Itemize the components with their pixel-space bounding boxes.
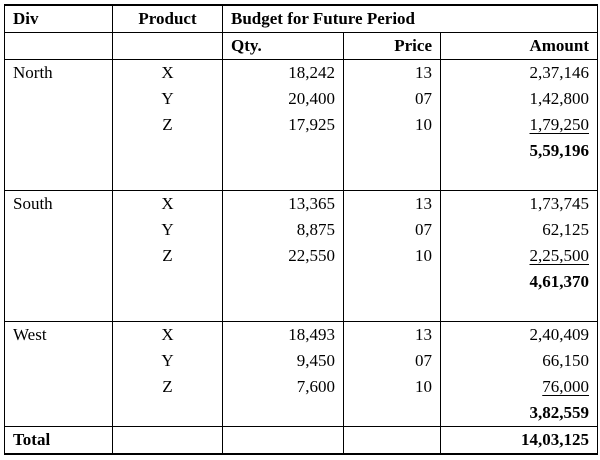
subheader-row: Qty. Price Amount	[4, 32, 598, 60]
subheader-empty-div	[4, 32, 113, 60]
product-cell: Z	[112, 374, 223, 400]
qty-cell: 18,493	[222, 321, 344, 348]
price-cell: 07	[343, 348, 441, 374]
qty-cell: 7,600	[222, 374, 344, 400]
qty-cell: 18,242	[222, 59, 344, 86]
subtotal-amount: 3,82,559	[440, 400, 598, 427]
header-row: Div Product Budget for Future Period	[4, 4, 598, 33]
table-row: North X 18,242 13 2,37,146	[4, 59, 598, 86]
price-cell: 13	[343, 59, 441, 86]
header-qty: Qty.	[222, 32, 344, 60]
amount-cell: 1,79,250	[529, 115, 590, 134]
product-cell: Z	[112, 243, 223, 269]
table-row: Z 17,925 10 1,79,250	[4, 112, 598, 138]
amount-cell: 66,150	[440, 348, 598, 374]
subtotal-amount: 4,61,370	[440, 269, 598, 295]
table-row: South X 13,365 13 1,73,745	[4, 190, 598, 217]
amount-cell: 2,40,409	[440, 321, 598, 348]
amount-cell: 2,37,146	[440, 59, 598, 86]
product-cell: Z	[112, 112, 223, 138]
product-cell: Y	[112, 348, 223, 374]
amount-cell: 1,73,745	[440, 190, 598, 217]
table-row: Y 20,400 07 1,42,800	[4, 86, 598, 112]
division-name: North	[4, 59, 113, 86]
price-cell: 13	[343, 190, 441, 217]
header-budget: Budget for Future Period	[222, 4, 598, 33]
header-amount: Amount	[440, 32, 598, 60]
subtotal-row: 3,82,559	[4, 400, 598, 427]
subheader-empty-product	[112, 32, 223, 60]
budget-sheet: Div Product Budget for Future Period Qty…	[4, 4, 598, 458]
price-cell: 13	[343, 321, 441, 348]
subtotal-amount: 5,59,196	[440, 138, 598, 164]
qty-cell: 22,550	[222, 243, 344, 269]
table-row: Z 7,600 10 76,000	[4, 374, 598, 400]
header-product: Product	[112, 4, 223, 33]
total-row: Total 14,03,125	[4, 426, 598, 455]
subtotal-row: 4,61,370	[4, 269, 598, 295]
qty-cell: 20,400	[222, 86, 344, 112]
product-cell: X	[112, 59, 223, 86]
qty-cell: 17,925	[222, 112, 344, 138]
table-row: Y 8,875 07 62,125	[4, 217, 598, 243]
budget-table: Div Product Budget for Future Period Qty…	[4, 4, 598, 455]
spacer-row	[4, 295, 598, 322]
total-label: Total	[4, 426, 113, 455]
qty-cell: 9,450	[222, 348, 344, 374]
price-cell: 10	[343, 374, 441, 400]
product-cell: Y	[112, 86, 223, 112]
amount-cell: 76,000	[542, 377, 589, 396]
header-price: Price	[343, 32, 441, 60]
price-cell: 07	[343, 86, 441, 112]
qty-cell: 13,365	[222, 190, 344, 217]
product-cell: X	[112, 321, 223, 348]
total-amount: 14,03,125	[440, 426, 598, 455]
header-div: Div	[4, 4, 113, 33]
qty-cell: 8,875	[222, 217, 344, 243]
price-cell: 10	[343, 112, 441, 138]
price-cell: 10	[343, 243, 441, 269]
spacer-row	[4, 164, 598, 191]
division-name: South	[4, 190, 113, 217]
amount-cell: 2,25,500	[529, 246, 590, 265]
product-cell: X	[112, 190, 223, 217]
table-row: West X 18,493 13 2,40,409	[4, 321, 598, 348]
division-name: West	[4, 321, 113, 348]
subtotal-row: 5,59,196	[4, 138, 598, 164]
product-cell: Y	[112, 217, 223, 243]
amount-cell: 62,125	[440, 217, 598, 243]
table-row: Z 22,550 10 2,25,500	[4, 243, 598, 269]
amount-cell: 1,42,800	[440, 86, 598, 112]
table-row: Y 9,450 07 66,150	[4, 348, 598, 374]
price-cell: 07	[343, 217, 441, 243]
